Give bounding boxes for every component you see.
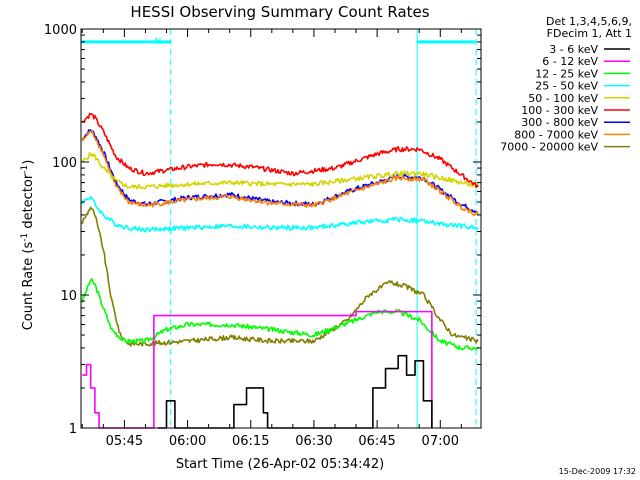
y-label-sup1: -1	[20, 233, 30, 242]
series-layer	[81, 112, 479, 429]
legend-label: 50 - 100 keV	[528, 92, 598, 105]
y-label-sup2: -1	[20, 165, 30, 174]
y-label-end: )	[21, 160, 36, 165]
footer-date: 15-Dec-2009 17:32	[559, 467, 636, 476]
legend-label: 100 - 300 keV	[521, 104, 598, 117]
x-tick-label: 07:00	[422, 434, 459, 449]
plot-frame	[80, 28, 482, 429]
series-line	[82, 310, 433, 429]
legend-label: 800 - 7000 keV	[514, 128, 598, 141]
legend-label: 6 - 12 keV	[542, 55, 598, 68]
series-line	[158, 354, 433, 429]
y-tick-label: 100	[52, 156, 77, 171]
legend-label: 7000 - 20000 keV	[500, 141, 598, 154]
y-tick-label: 10	[60, 289, 77, 304]
marker-label-n: N	[155, 37, 162, 47]
x-tick-label: 06:30	[295, 434, 332, 449]
series-5	[81, 112, 479, 189]
series-0	[158, 354, 433, 429]
chart-title: HESSI Observing Summary Count Rates	[130, 3, 429, 21]
legend-label: 300 - 800 keV	[521, 116, 598, 129]
y-label-mid: detector	[21, 173, 36, 233]
legend-header-line-2: FDecim 1, Att 1	[547, 27, 632, 40]
series-line	[81, 206, 479, 347]
legend-label: 25 - 50 keV	[535, 80, 598, 93]
series-1	[82, 310, 433, 429]
y-axis-label: Count Rate (s-1 detector-1)	[20, 160, 36, 331]
legend: Det 1,3,4,5,6,9, FDecim 1, Att 1 3 - 6 k…	[500, 15, 632, 154]
x-tick-label: 05:45	[106, 434, 143, 449]
legend-header-line-1: Det 1,3,4,5,6,9,	[546, 15, 632, 28]
x-tick-label: 06:00	[169, 434, 206, 449]
x-axis: 05:45 06:00 06:15 06:30 06:45 07:00	[81, 29, 462, 449]
x-tick-label: 06:45	[358, 434, 395, 449]
series-line	[81, 130, 479, 216]
series-line	[81, 112, 479, 189]
series-4	[81, 151, 479, 190]
y-tick-label: 1	[69, 422, 77, 437]
legend-label: 12 - 25 keV	[535, 67, 598, 80]
y-axis: 1 10 100 1000	[44, 23, 481, 437]
series-3	[81, 195, 479, 233]
x-axis-label: Start Time (26-Apr-02 05:34:42)	[176, 457, 384, 472]
series-line	[81, 195, 479, 233]
series-line	[81, 278, 479, 351]
x-tick-label: 06:15	[232, 434, 269, 449]
series-7	[81, 130, 479, 216]
legend-label: 3 - 6 keV	[549, 43, 598, 56]
top-interval-bar	[417, 40, 477, 44]
series-8	[81, 206, 479, 347]
y-tick-label: 1000	[44, 23, 77, 38]
series-2	[81, 278, 479, 351]
series-line	[81, 151, 479, 190]
top-interval-bar	[81, 40, 171, 44]
y-label-main: Count Rate (s	[21, 242, 36, 331]
